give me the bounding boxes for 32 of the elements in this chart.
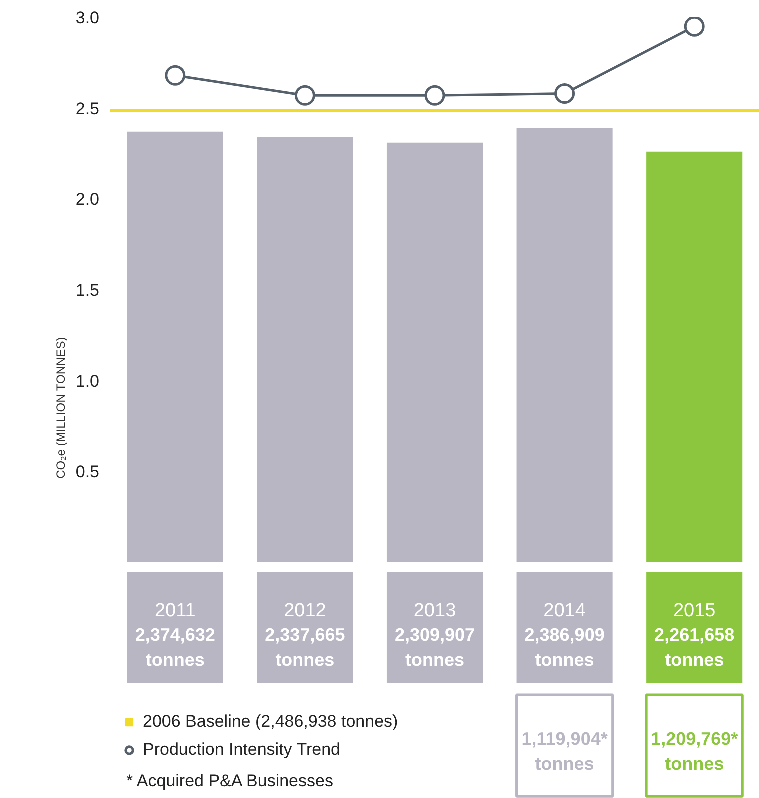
text: 2,374,632 tonnes — [135, 625, 216, 670]
y-tick-label: 1.5 — [76, 280, 100, 300]
point — [424, 85, 446, 106]
point — [554, 84, 576, 104]
bar — [516, 128, 613, 562]
y-tick-label: 0.5 — [76, 462, 100, 482]
y-tick-label: 3.0 — [76, 8, 100, 28]
x-tick-label: 2014 — [544, 600, 586, 622]
point — [294, 85, 316, 106]
text: * Acquired P&A Businesses — [126, 772, 334, 790]
y-axis-title: CO₂e (MILLION TONNES) — [54, 337, 68, 479]
text: 2,337,665 tonnes — [265, 625, 346, 670]
y-tick-label: 1.0 — [76, 372, 100, 391]
x-tick-label: 2011 — [154, 600, 196, 622]
x-tick-label: 2015 — [673, 600, 716, 622]
point — [684, 18, 705, 37]
text: 1,119,904* tonnes — [522, 728, 608, 774]
bar — [257, 137, 354, 562]
bar — [127, 132, 224, 562]
legend-label: 2006 Baseline (2,486,938 tonnes) — [143, 712, 398, 732]
x-tick-label: 2013 — [414, 600, 456, 622]
point — [165, 65, 186, 86]
y-tick-label: 2.0 — [76, 190, 100, 210]
text: 2,309,907 tonnes — [394, 625, 476, 670]
text: 2,386,909 tonnes — [524, 625, 605, 670]
x-tick-label: 2012 — [284, 600, 326, 622]
legend-label: Production Intensity Trend — [143, 740, 341, 760]
bar — [386, 142, 484, 562]
text: 2,261,658 tonnes — [654, 625, 735, 670]
text: 1,209,769* tonnes — [651, 728, 738, 774]
y-tick-label: 2.5 — [76, 99, 100, 118]
bar — [646, 152, 743, 562]
